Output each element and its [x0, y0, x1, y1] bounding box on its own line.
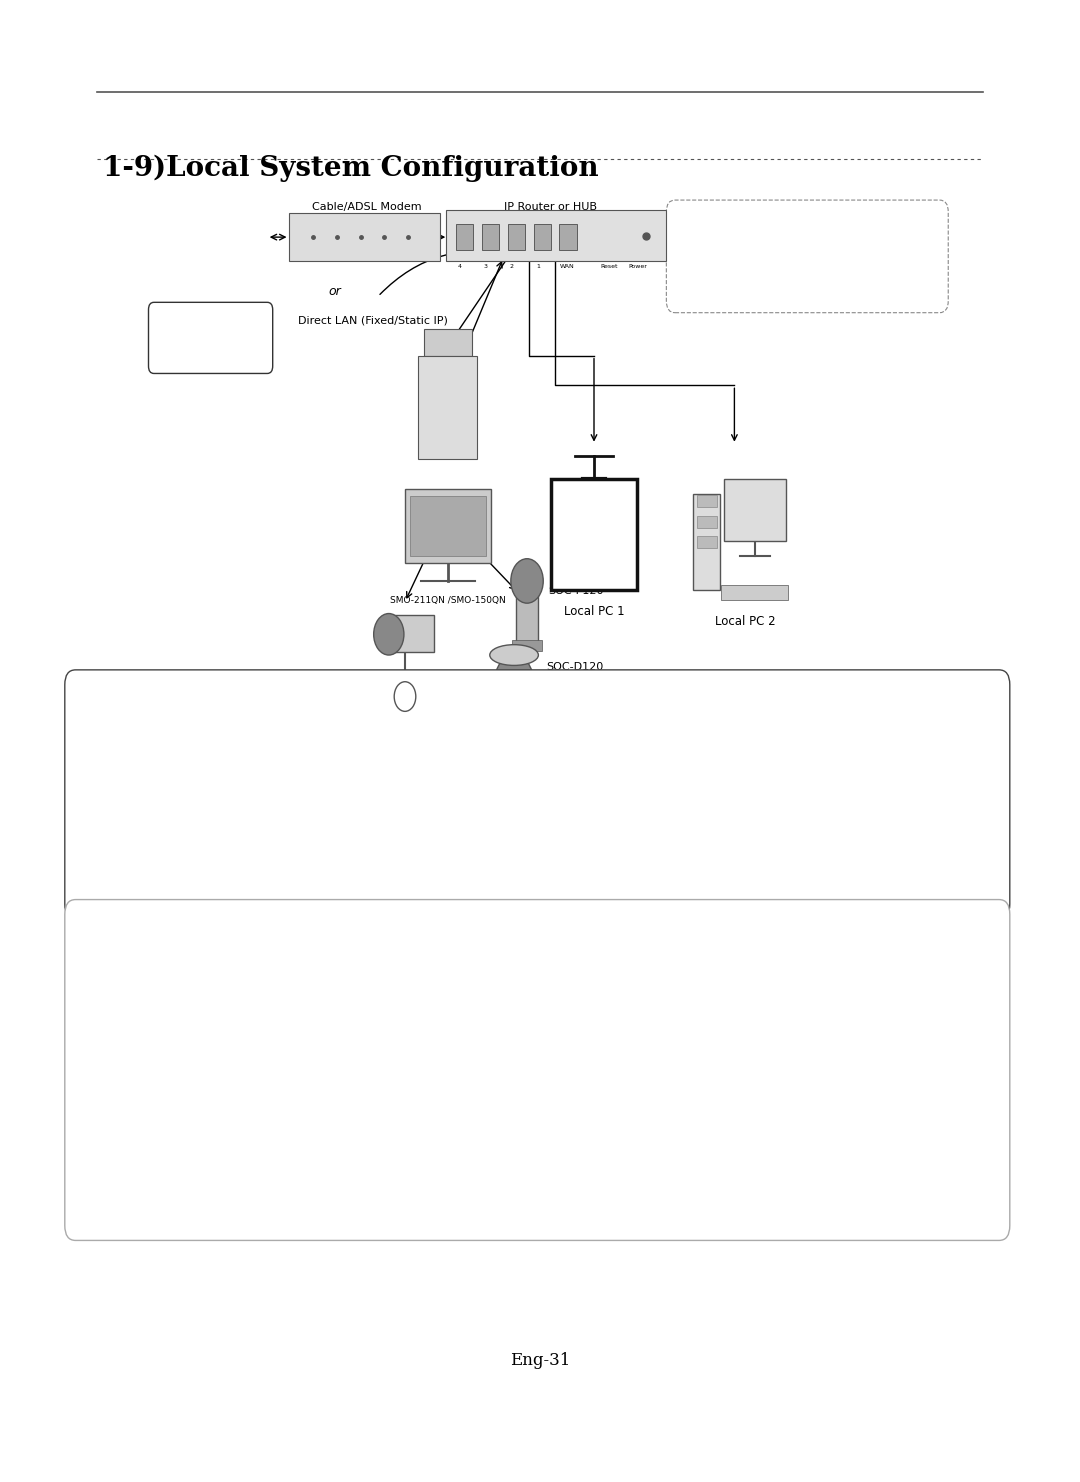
Text: If you have a Static (Fixed) IP line or Dynamic IP line (Cable Modem or DSL Mode: If you have a Static (Fixed) IP line or … [103, 971, 854, 984]
FancyBboxPatch shape [666, 200, 948, 313]
Text: SOC-C120: SOC-C120 [380, 744, 434, 754]
Text: work with the SMO-211QN/SMO-150QN; and you must use a network capable PC within : work with the SMO-211QN/SMO-150QN; and y… [103, 1077, 891, 1091]
Text: is highly recommended that you at least read all the instructions below and go t: is highly recommended that you at least … [103, 1184, 887, 1197]
Text: 1-9)Local System Configuration: 1-9)Local System Configuration [103, 156, 598, 182]
Bar [482, 224, 499, 250]
FancyBboxPatch shape [289, 213, 440, 261]
Text: Power: Power [629, 264, 648, 268]
FancyBboxPatch shape [446, 210, 666, 261]
Text: Video Line :: Video Line : [689, 261, 758, 273]
Text: Local PC 1: Local PC 1 [564, 605, 624, 618]
Bar [559, 224, 577, 250]
Text: 3. Connect Video cable of Camera to MONITOR.: 3. Connect Video cable of Camera to MONI… [108, 833, 433, 846]
Text: SOC-D120: SOC-D120 [546, 662, 604, 671]
Text: setup.: setup. [103, 1113, 141, 1126]
Text: WAN: WAN [559, 264, 575, 268]
Text: Reset: Reset [600, 264, 618, 268]
Bar [405, 489, 491, 563]
Ellipse shape [489, 645, 538, 665]
Text: 1. Connect LAN cable of Cable/DSL modem or Direct Fixed/Static IP LAN Line to WA: 1. Connect LAN cable of Cable/DSL modem … [108, 714, 813, 728]
Text: SMO-211QN/SMO-150QN); you must use an IP Router (different from a simple Network: SMO-211QN/SMO-150QN); you must use an IP… [103, 1042, 899, 1055]
Text: or: or [328, 286, 341, 298]
Bar [697, 536, 717, 548]
Text: Cable/ADSL Modem: Cable/ADSL Modem [312, 203, 422, 212]
Bar [697, 516, 717, 528]
Text: Ethernet port of Local PC to use during setup.: Ethernet port of Local PC to use during … [108, 793, 435, 806]
Text: If you are using an existing Router which is already set up, you may not need to: If you are using an existing Router whic… [103, 1149, 913, 1162]
Text: 4: 4 [458, 264, 462, 268]
Bar [389, 615, 434, 652]
Text: Direct LAN (Fixed/Static IP): Direct LAN (Fixed/Static IP) [298, 316, 447, 325]
Bar [410, 496, 486, 556]
Bar [551, 479, 637, 590]
Bar [512, 640, 542, 651]
FancyBboxPatch shape [65, 900, 1010, 1240]
Text: 2. Connect LAN ports of IP Router(1~4 or 1~8) to Ethernet port SMO-211QN/SMO-150: 2. Connect LAN ports of IP Router(1~4 or… [108, 759, 852, 772]
Bar [508, 224, 525, 250]
Bar [693, 494, 720, 590]
Text: SMO-211QN /SMO-150QN: SMO-211QN /SMO-150QN [390, 596, 507, 605]
Bar [724, 479, 786, 541]
Text: Eng-31: Eng-31 [510, 1352, 570, 1369]
Text: 3: 3 [484, 264, 488, 268]
Text: Data Line :: Data Line : [689, 225, 754, 237]
Text: CAMERA: CAMERA [379, 723, 435, 737]
Text: Notice: Notice [103, 944, 140, 957]
Bar [424, 329, 472, 356]
Bar [418, 356, 477, 459]
Text: dynamic or fixed), but have more than one internet device to use (such as a PC a: dynamic or fixed), but have more than on… [103, 1006, 882, 1020]
Text: Internet: Internet [186, 332, 235, 344]
Circle shape [374, 614, 404, 655]
Text: existing Router or a new Router, you must go through the Port Forwarding portion: existing Router or a new Router, you mus… [103, 1220, 711, 1233]
Bar [697, 495, 717, 507]
Text: 2: 2 [510, 264, 514, 268]
FancyBboxPatch shape [65, 670, 1010, 919]
Text: Local PC 2: Local PC 2 [715, 615, 775, 628]
Bar [516, 588, 538, 645]
Circle shape [495, 655, 534, 708]
Bar [534, 224, 551, 250]
FancyBboxPatch shape [149, 302, 272, 373]
Text: IP Router or HUB: IP Router or HUB [504, 203, 597, 212]
Circle shape [511, 559, 543, 603]
Bar [456, 224, 473, 250]
Bar [721, 585, 788, 600]
Text: 1: 1 [536, 264, 540, 268]
Text: 4. Turn on the MONITOR power.: 4. Turn on the MONITOR power. [108, 867, 327, 880]
Text: SOC-P120: SOC-P120 [549, 587, 604, 596]
Circle shape [394, 682, 416, 711]
